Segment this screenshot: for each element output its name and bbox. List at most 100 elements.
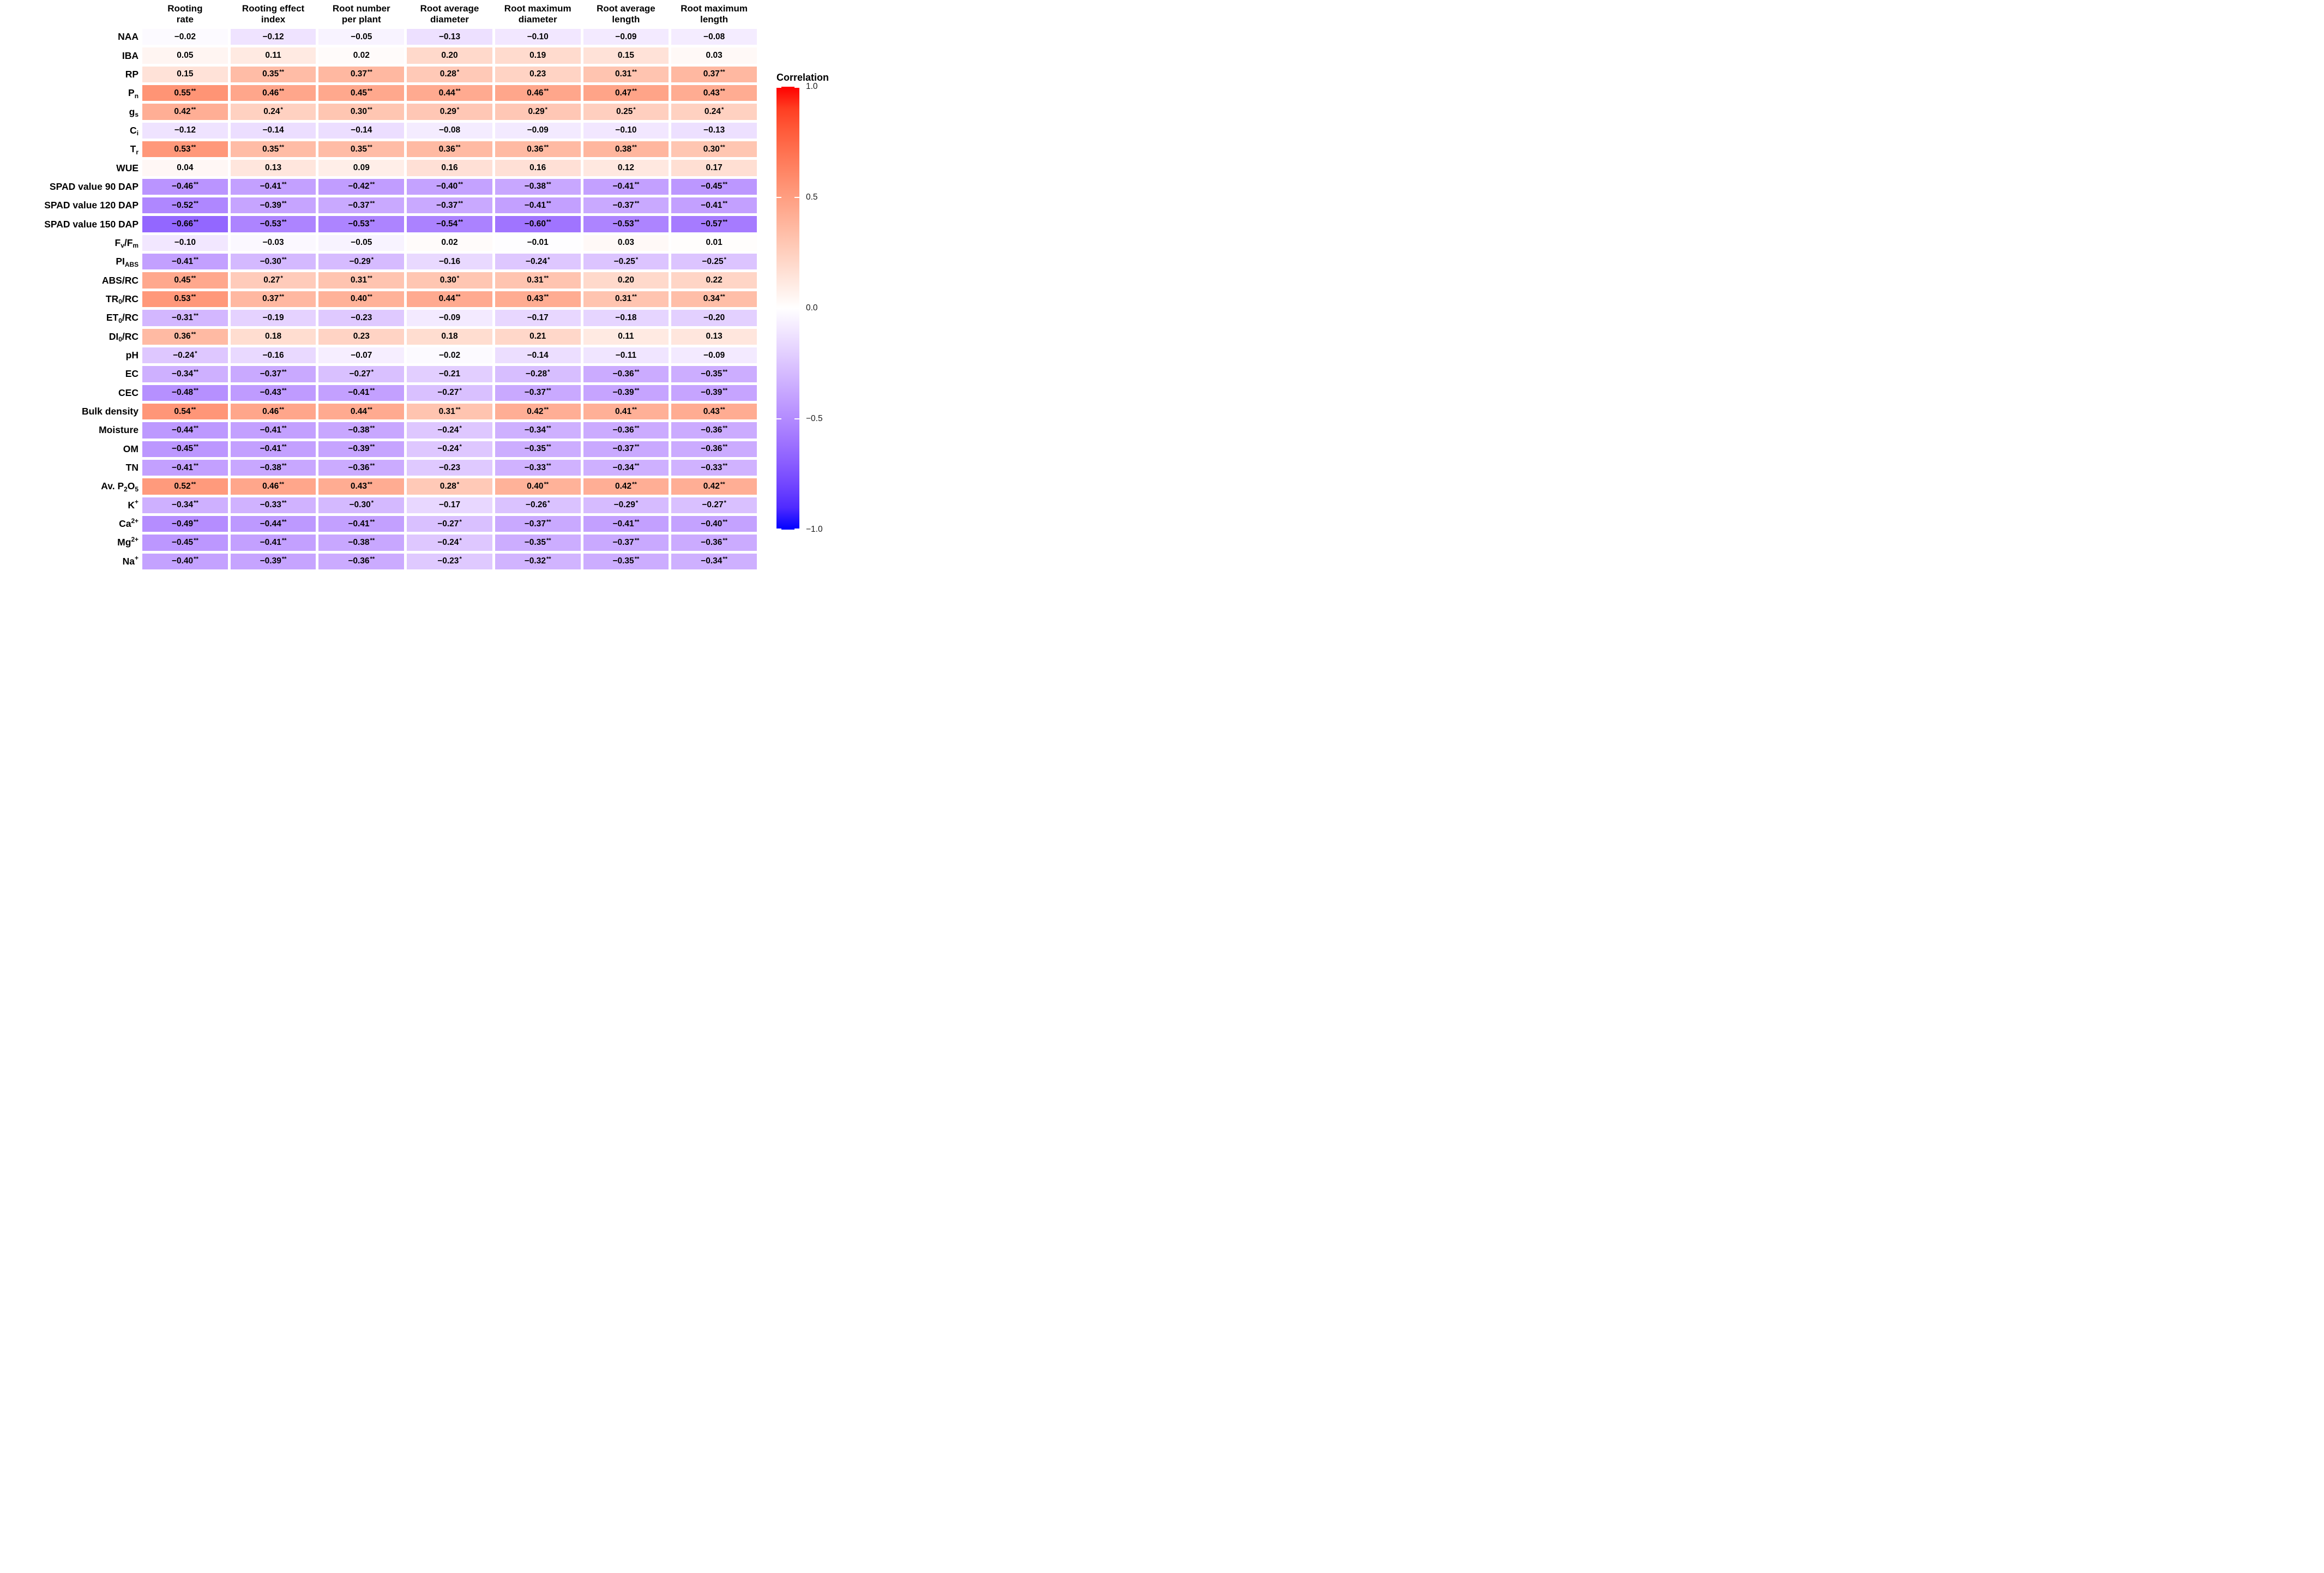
cell-r15-c3: 0.40 ** [318, 291, 405, 308]
cell-r16-c6: −0.18 [583, 310, 669, 326]
significance-stars: ** [281, 556, 287, 563]
cell-r14-c7: 0.22 [671, 272, 757, 289]
cell-r13-c4: −0.16 [407, 254, 492, 270]
cell-r28-c1: −0.45 ** [142, 535, 228, 551]
cell-r11-c1: −0.66 ** [142, 216, 228, 232]
cell-value: 0.46 [262, 406, 279, 416]
cell-value: −0.14 [351, 125, 372, 135]
cell-value: −0.41 [260, 444, 281, 454]
cell-value: −0.36 [701, 425, 723, 435]
cell-r24-c1: −0.41 ** [142, 459, 228, 476]
cell-value: 0.40 [350, 294, 368, 304]
cell-value: 0.24 [263, 107, 280, 117]
cell-value: 0.16 [529, 163, 546, 173]
cell-value: −0.39 [260, 200, 281, 210]
cell-value: −0.09 [703, 350, 725, 360]
cell-r20-c5: −0.37 ** [495, 385, 581, 401]
significance-stars: ** [723, 368, 728, 375]
cell-value: −0.41 [612, 519, 634, 529]
cell-value: 0.41 [615, 406, 632, 416]
cell-r1-c6: −0.09 [583, 29, 669, 45]
col-header-5: Root maximum diameter [495, 2, 581, 26]
significance-stars: * [280, 106, 283, 113]
significance-stars: * [724, 500, 726, 507]
significance-stars: ** [458, 219, 463, 226]
significance-stars: * [371, 500, 374, 507]
colorbar-tick-mark [776, 197, 781, 198]
cell-value: −0.48 [171, 388, 194, 398]
significance-stars: * [635, 256, 639, 263]
cell-value: 0.36 [438, 144, 455, 154]
cell-r19-c4: −0.21 [407, 366, 492, 382]
cell-value: 0.31 [527, 275, 544, 285]
cell-r13-c2: −0.30 ** [230, 254, 316, 270]
significance-stars: ** [720, 406, 725, 413]
row-label-spad-value-150-dap: SPAD value 150 DAP [44, 218, 139, 230]
cell-r17-c7: 0.13 [671, 328, 757, 345]
cell-value: 0.23 [529, 69, 546, 79]
cell-r16-c3: −0.23 [318, 310, 405, 326]
cell-r20-c7: −0.39 ** [671, 385, 757, 401]
significance-stars: * [459, 424, 462, 431]
significance-stars: ** [720, 143, 725, 151]
significance-stars: ** [194, 368, 198, 375]
cell-r11-c5: −0.60 ** [495, 216, 581, 232]
cell-value: 0.34 [703, 294, 720, 304]
cell-r14-c6: 0.20 [583, 272, 669, 289]
cell-r25-c2: 0.46 ** [230, 478, 316, 495]
cell-value: 0.27 [263, 275, 280, 285]
cell-value: 0.28 [439, 481, 456, 491]
cell-value: 0.42 [615, 481, 632, 491]
cell-value: 0.19 [529, 51, 546, 61]
cell-r26-c7: −0.27 * [671, 497, 757, 513]
cell-r27-c7: −0.40 ** [671, 515, 757, 532]
significance-stars: ** [632, 69, 637, 76]
significance-stars: ** [370, 556, 375, 563]
cell-r29-c3: −0.36 ** [318, 553, 405, 569]
cell-r26-c2: −0.33 ** [230, 497, 316, 513]
cell-r5-c1: 0.42 ** [142, 104, 228, 120]
colorbar-tick-mark [794, 197, 799, 198]
significance-stars: ** [191, 275, 196, 282]
significance-stars: * [456, 275, 460, 282]
cell-value: −0.27 [437, 519, 459, 529]
cell-r27-c1: −0.49 ** [142, 515, 228, 532]
significance-stars: ** [632, 481, 637, 488]
cell-value: −0.41 [260, 537, 281, 547]
cell-value: −0.37 [612, 537, 634, 547]
cell-r25-c7: 0.42 ** [671, 478, 757, 495]
cell-value: −0.16 [262, 350, 284, 360]
col-header-line1: Root average [597, 3, 655, 14]
cell-r29-c2: −0.39 ** [230, 553, 316, 569]
cell-r19-c7: −0.35 ** [671, 366, 757, 382]
significance-stars: ** [720, 87, 725, 94]
cell-r2-c6: 0.15 [583, 47, 669, 64]
cell-r20-c4: −0.27 * [407, 385, 492, 401]
significance-stars: ** [634, 537, 640, 544]
cell-value: −0.25 [613, 256, 635, 266]
cell-r19-c5: −0.28 * [495, 366, 581, 382]
cell-r22-c2: −0.41 ** [230, 422, 316, 439]
significance-stars: * [456, 106, 460, 113]
significance-stars: ** [544, 143, 549, 151]
cell-r23-c4: −0.24 * [407, 441, 492, 457]
significance-stars: ** [723, 443, 728, 451]
cell-value: −0.08 [438, 125, 461, 135]
cell-r9-c1: −0.46 ** [142, 178, 228, 195]
cell-r28-c7: −0.36 ** [671, 535, 757, 551]
cell-value: 0.40 [527, 481, 544, 491]
cell-r27-c3: −0.41 ** [318, 515, 405, 532]
cell-value: −0.33 [260, 500, 281, 510]
cell-value: −0.02 [438, 350, 461, 360]
cell-r2-c7: 0.03 [671, 47, 757, 64]
cell-r16-c5: −0.17 [495, 310, 581, 326]
cell-r14-c4: 0.30 * [407, 272, 492, 289]
significance-stars: ** [723, 462, 728, 469]
cell-value: 0.18 [441, 332, 458, 341]
cell-value: 0.53 [174, 294, 191, 304]
cell-r26-c1: −0.34 ** [142, 497, 228, 513]
cell-r19-c6: −0.36 ** [583, 366, 669, 382]
